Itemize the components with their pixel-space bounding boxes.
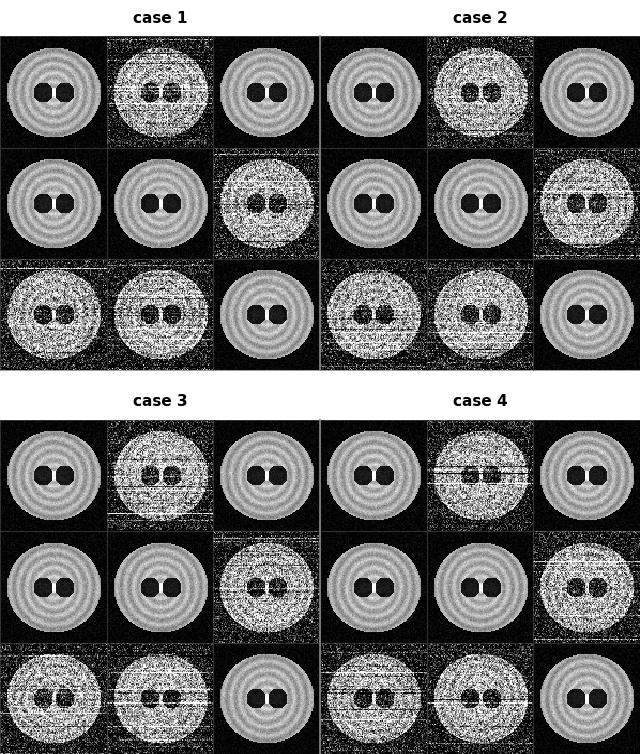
Text: case 1: case 1 <box>132 11 188 26</box>
Text: case 3: case 3 <box>132 394 188 409</box>
Text: case 4: case 4 <box>452 394 508 409</box>
Text: case 2: case 2 <box>452 11 508 26</box>
